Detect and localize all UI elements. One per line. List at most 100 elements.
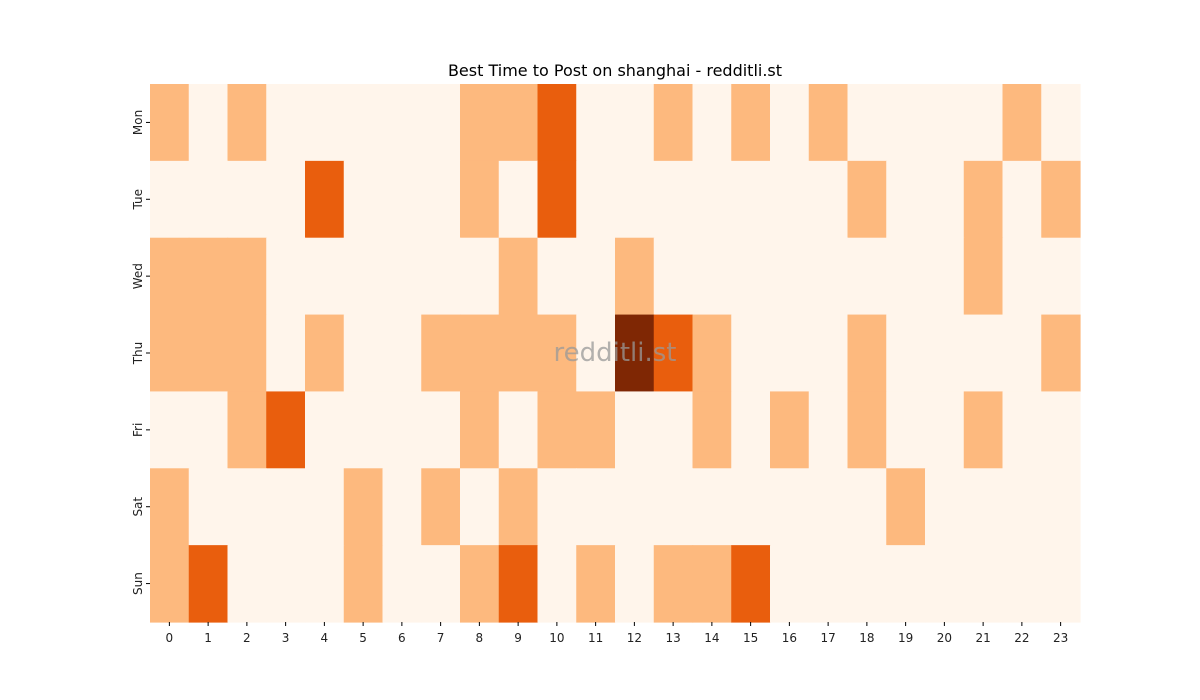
heatmap-cell-tue-16 [770, 160, 810, 239]
heatmap-cell-thu-14 [692, 314, 732, 393]
heatmap-cell-sat-12 [615, 468, 655, 546]
x-tick-label: 1 [204, 631, 212, 645]
y-tick-label: Mon [131, 110, 145, 135]
x-axis: 0 1 2 3 4 5 6 7 8 9 10 11 12 13 14 15 16 17 18 19 20 21 22 23 [166, 622, 1068, 645]
heatmap-cell-sat-6 [382, 468, 422, 546]
x-tick-label: 4 [321, 631, 329, 645]
heatmap-cell-sat-0 [150, 468, 190, 546]
heatmap-cell-mon-13 [653, 84, 694, 162]
heatmap-cell-wed-5 [343, 237, 384, 316]
heatmap-cell-tue-23 [1041, 160, 1081, 239]
heatmap-cell-mon-12 [615, 84, 655, 162]
heatmap-cell-fri-14 [692, 391, 732, 469]
x-tick-label: 19 [898, 631, 913, 645]
heatmap-cell-tue-9 [498, 160, 539, 239]
heatmap-cell-thu-15 [731, 314, 771, 393]
heatmap-cell-sat-3 [266, 468, 306, 546]
heatmap-cell-tue-0 [150, 160, 190, 239]
x-tick-label: 7 [437, 631, 445, 645]
heatmap-cell-wed-22 [1002, 237, 1042, 316]
heatmap-cell-thu-10 [537, 314, 577, 393]
heatmap-cell-thu-12 [615, 314, 655, 393]
heatmap-cell-sun-11 [576, 545, 616, 623]
heatmap-cell-thu-13 [653, 314, 694, 393]
heatmap-cell-wed-10 [537, 237, 577, 316]
heatmap-cell-wed-3 [266, 237, 306, 316]
x-tick-label: 13 [665, 631, 680, 645]
heatmap-cell-sat-21 [963, 468, 1004, 546]
y-tick-label: Fri [131, 423, 145, 437]
heatmap-cell-sat-15 [731, 468, 771, 546]
heatmap-cell-sat-19 [886, 468, 926, 546]
heatmap-cell-mon-18 [847, 84, 887, 162]
heatmap-cell-tue-15 [731, 160, 771, 239]
heatmap-cell-fri-4 [305, 391, 345, 469]
heatmap-cell-tue-2 [227, 160, 267, 239]
heatmap-cell-mon-19 [886, 84, 926, 162]
heatmap-cell-fri-17 [808, 391, 849, 469]
heatmap-cell-tue-14 [692, 160, 732, 239]
heatmap-cell-thu-5 [343, 314, 384, 393]
y-axis: Mon Tue Wed Thu Fri Sat Sun [131, 110, 150, 595]
heatmap-cell-sun-12 [615, 545, 655, 623]
heatmap-cell-wed-11 [576, 237, 616, 316]
heatmap-cell-wed-7 [421, 237, 461, 316]
heatmap-cell-sat-18 [847, 468, 887, 546]
heatmap-cell-fri-2 [227, 391, 267, 469]
heatmap-cell-thu-21 [963, 314, 1004, 393]
heatmap-cell-sun-19 [886, 545, 926, 623]
heatmap-cell-thu-1 [188, 314, 229, 393]
x-tick-label: 20 [937, 631, 952, 645]
heatmap-cell-fri-21 [963, 391, 1004, 469]
heatmap-cell-mon-6 [382, 84, 422, 162]
heatmap-cell-fri-7 [421, 391, 461, 469]
heatmap-cell-sun-23 [1041, 545, 1081, 623]
heatmap-cell-tue-11 [576, 160, 616, 239]
heatmap-cell-mon-9 [498, 84, 539, 162]
heatmap-cell-mon-20 [925, 84, 965, 162]
heatmap-cell-mon-14 [692, 84, 732, 162]
heatmap-cell-sat-5 [343, 468, 384, 546]
x-tick-label: 0 [166, 631, 174, 645]
heatmap-cell-tue-4 [305, 160, 345, 239]
heatmap-cell-fri-12 [615, 391, 655, 469]
heatmap-cell-sat-8 [460, 468, 500, 546]
heatmap-cell-fri-18 [847, 391, 887, 469]
heatmap-cell-thu-23 [1041, 314, 1081, 393]
heatmap-cell-mon-23 [1041, 84, 1081, 162]
heatmap-cell-fri-13 [653, 391, 694, 469]
heatmap-cell-fri-9 [498, 391, 539, 469]
heatmap-cell-wed-21 [963, 237, 1004, 316]
heatmap-cell-sat-17 [808, 468, 849, 546]
heatmap-cell-wed-9 [498, 237, 539, 316]
heatmap-cell-sun-3 [266, 545, 306, 623]
heatmap-cell-sat-22 [1002, 468, 1042, 546]
heatmap-cell-sun-7 [421, 545, 461, 623]
heatmap-cell-tue-1 [188, 160, 229, 239]
heatmap-cell-thu-6 [382, 314, 422, 393]
heatmap-cell-tue-17 [808, 160, 849, 239]
heatmap-cell-mon-22 [1002, 84, 1042, 162]
heatmap-cell-wed-0 [150, 237, 190, 316]
heatmap-cell-fri-10 [537, 391, 577, 469]
watermark-text: redditli.st [554, 338, 677, 368]
chart-title: Best Time to Post on shanghai - redditli… [448, 61, 782, 80]
heatmap-cell-sat-11 [576, 468, 616, 546]
heatmap-cell-mon-2 [227, 84, 267, 162]
heatmap-cell-sun-2 [227, 545, 267, 623]
heatmap-cell-tue-22 [1002, 160, 1042, 239]
heatmap-cell-sun-18 [847, 545, 887, 623]
heatmap-cell-thu-22 [1002, 314, 1042, 393]
heatmap-cell-thu-4 [305, 314, 345, 393]
heatmap-cell-mon-1 [188, 84, 229, 162]
heatmap-cell-tue-20 [925, 160, 965, 239]
heatmap-cell-tue-6 [382, 160, 422, 239]
heatmap-cell-sun-9 [498, 545, 539, 623]
heatmap-cell-thu-3 [266, 314, 306, 393]
heatmap-cell-wed-13 [653, 237, 694, 316]
heatmap-cell-tue-7 [421, 160, 461, 239]
x-tick-label: 9 [514, 631, 522, 645]
heatmap-cell-wed-2 [227, 237, 267, 316]
